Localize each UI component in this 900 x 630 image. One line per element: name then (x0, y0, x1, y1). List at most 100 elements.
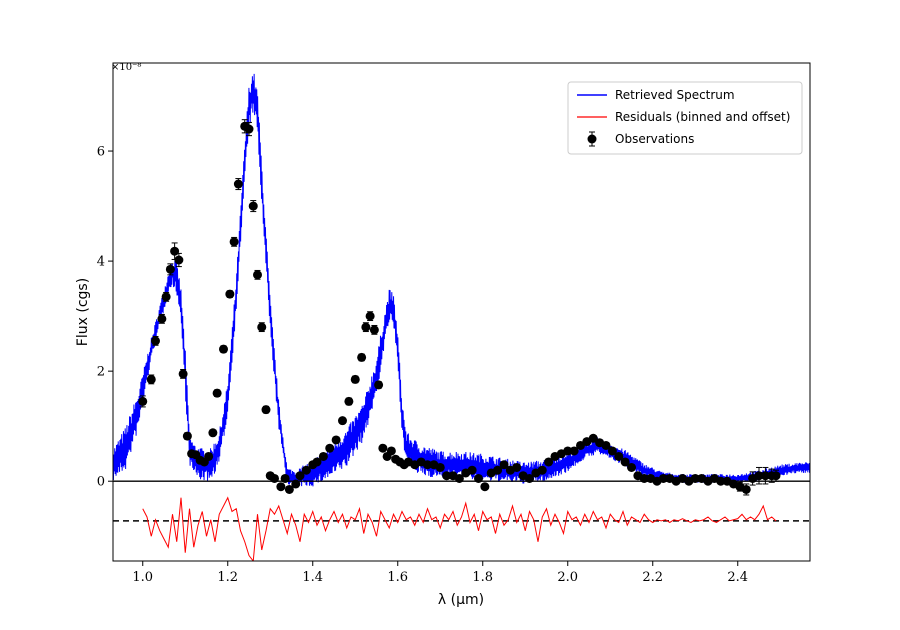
observation-point (374, 380, 384, 390)
observation-marker (499, 460, 509, 470)
observation-marker (435, 462, 445, 472)
observation-point (344, 396, 354, 406)
observation-point (331, 435, 341, 445)
y-axis-ticks: 0 2 4 6 (97, 145, 113, 490)
observation-marker (467, 465, 477, 475)
observation-point (544, 457, 554, 467)
observation-marker (741, 484, 751, 494)
observation-point (369, 324, 379, 335)
observation-marker (338, 416, 347, 426)
observation-point (325, 443, 335, 453)
observation-point (378, 443, 388, 453)
observation-marker (544, 457, 554, 467)
observation-point (771, 469, 781, 482)
observation-point (233, 178, 243, 191)
observation-point (690, 473, 700, 483)
observation-marker (138, 396, 148, 406)
observation-marker (165, 264, 175, 274)
observation-point (474, 473, 483, 483)
observation-marker (454, 473, 464, 483)
legend-label-spectrum: Retrieved Spectrum (615, 88, 735, 102)
observation-marker (627, 462, 636, 472)
observation-point (229, 236, 239, 247)
x-tick-label: 1.8 (472, 570, 493, 585)
observation-marker (253, 270, 262, 280)
residuals-line (142, 496, 777, 561)
observation-marker (369, 325, 379, 335)
x-tick-label: 1.2 (217, 570, 238, 585)
observation-point (204, 451, 214, 461)
observation-marker (474, 473, 483, 483)
observation-marker (386, 446, 396, 456)
observation-marker (690, 473, 700, 483)
observation-marker (620, 457, 630, 467)
observation-point (741, 483, 751, 496)
observation-point (499, 460, 509, 470)
observation-point (442, 471, 452, 481)
observation-marker (480, 482, 490, 492)
observation-point (338, 416, 347, 426)
observation-marker (357, 352, 367, 362)
observation-marker (157, 314, 167, 324)
legend-swatch-observations-marker (587, 134, 597, 144)
y-tick-label: 6 (97, 145, 105, 160)
observation-point (357, 352, 367, 362)
observation-marker (161, 292, 171, 302)
observation-marker (639, 473, 649, 483)
observation-marker (208, 428, 218, 438)
observation-marker (754, 471, 764, 481)
observation-marker (174, 255, 184, 265)
observation-point (350, 374, 360, 384)
observation-marker (229, 237, 239, 247)
observation-point (607, 446, 617, 456)
observation-marker (204, 451, 214, 461)
observation-marker (525, 473, 534, 483)
observation-marker (563, 446, 573, 456)
observation-marker (658, 473, 668, 483)
observation-point (219, 344, 228, 354)
observation-point (257, 322, 267, 333)
observation-point (174, 252, 184, 268)
observation-point (760, 466, 770, 485)
observation-marker (442, 471, 452, 481)
observation-marker (378, 443, 388, 453)
observation-marker (365, 311, 375, 321)
legend-label-residuals: Residuals (binned and offset) (615, 110, 790, 124)
observation-point (658, 473, 668, 483)
observation-marker (716, 476, 726, 486)
observation-marker (257, 322, 267, 332)
y-axis-label: Flux (cgs) (75, 278, 91, 346)
observation-marker (284, 484, 294, 494)
observation-point (365, 311, 375, 322)
observation-marker (170, 246, 180, 256)
observation-marker (569, 446, 579, 456)
x-axis-ticks: 1.0 1.2 1.4 1.6 1.8 2.0 2.2 2.4 (132, 561, 748, 585)
observation-point (212, 388, 222, 398)
observation-marker (607, 446, 617, 456)
observation-point (182, 431, 192, 441)
legend-label-observations: Observations (615, 132, 694, 146)
observation-marker (301, 465, 311, 475)
x-tick-label: 2.2 (642, 570, 663, 585)
legend: Retrieved Spectrum Residuals (binned and… (567, 81, 803, 155)
observation-marker (270, 473, 279, 483)
observation-point (276, 482, 286, 492)
y-tick-label: 2 (97, 365, 105, 380)
observation-point (161, 291, 171, 302)
legend-box (567, 81, 803, 155)
observation-point (284, 484, 294, 494)
observation-marker (182, 431, 192, 441)
observation-point (525, 473, 534, 483)
observation-marker (225, 289, 235, 299)
observation-marker (219, 344, 228, 354)
observation-point (146, 374, 156, 385)
observation-marker (280, 473, 290, 483)
observation-point (280, 473, 290, 483)
observation-marker (588, 433, 598, 443)
observation-point (178, 369, 188, 379)
x-axis-label: λ (μm) (438, 592, 484, 608)
observation-point (138, 395, 148, 408)
observation-marker (331, 435, 341, 445)
observation-point (423, 460, 432, 470)
observation-point (151, 335, 160, 346)
